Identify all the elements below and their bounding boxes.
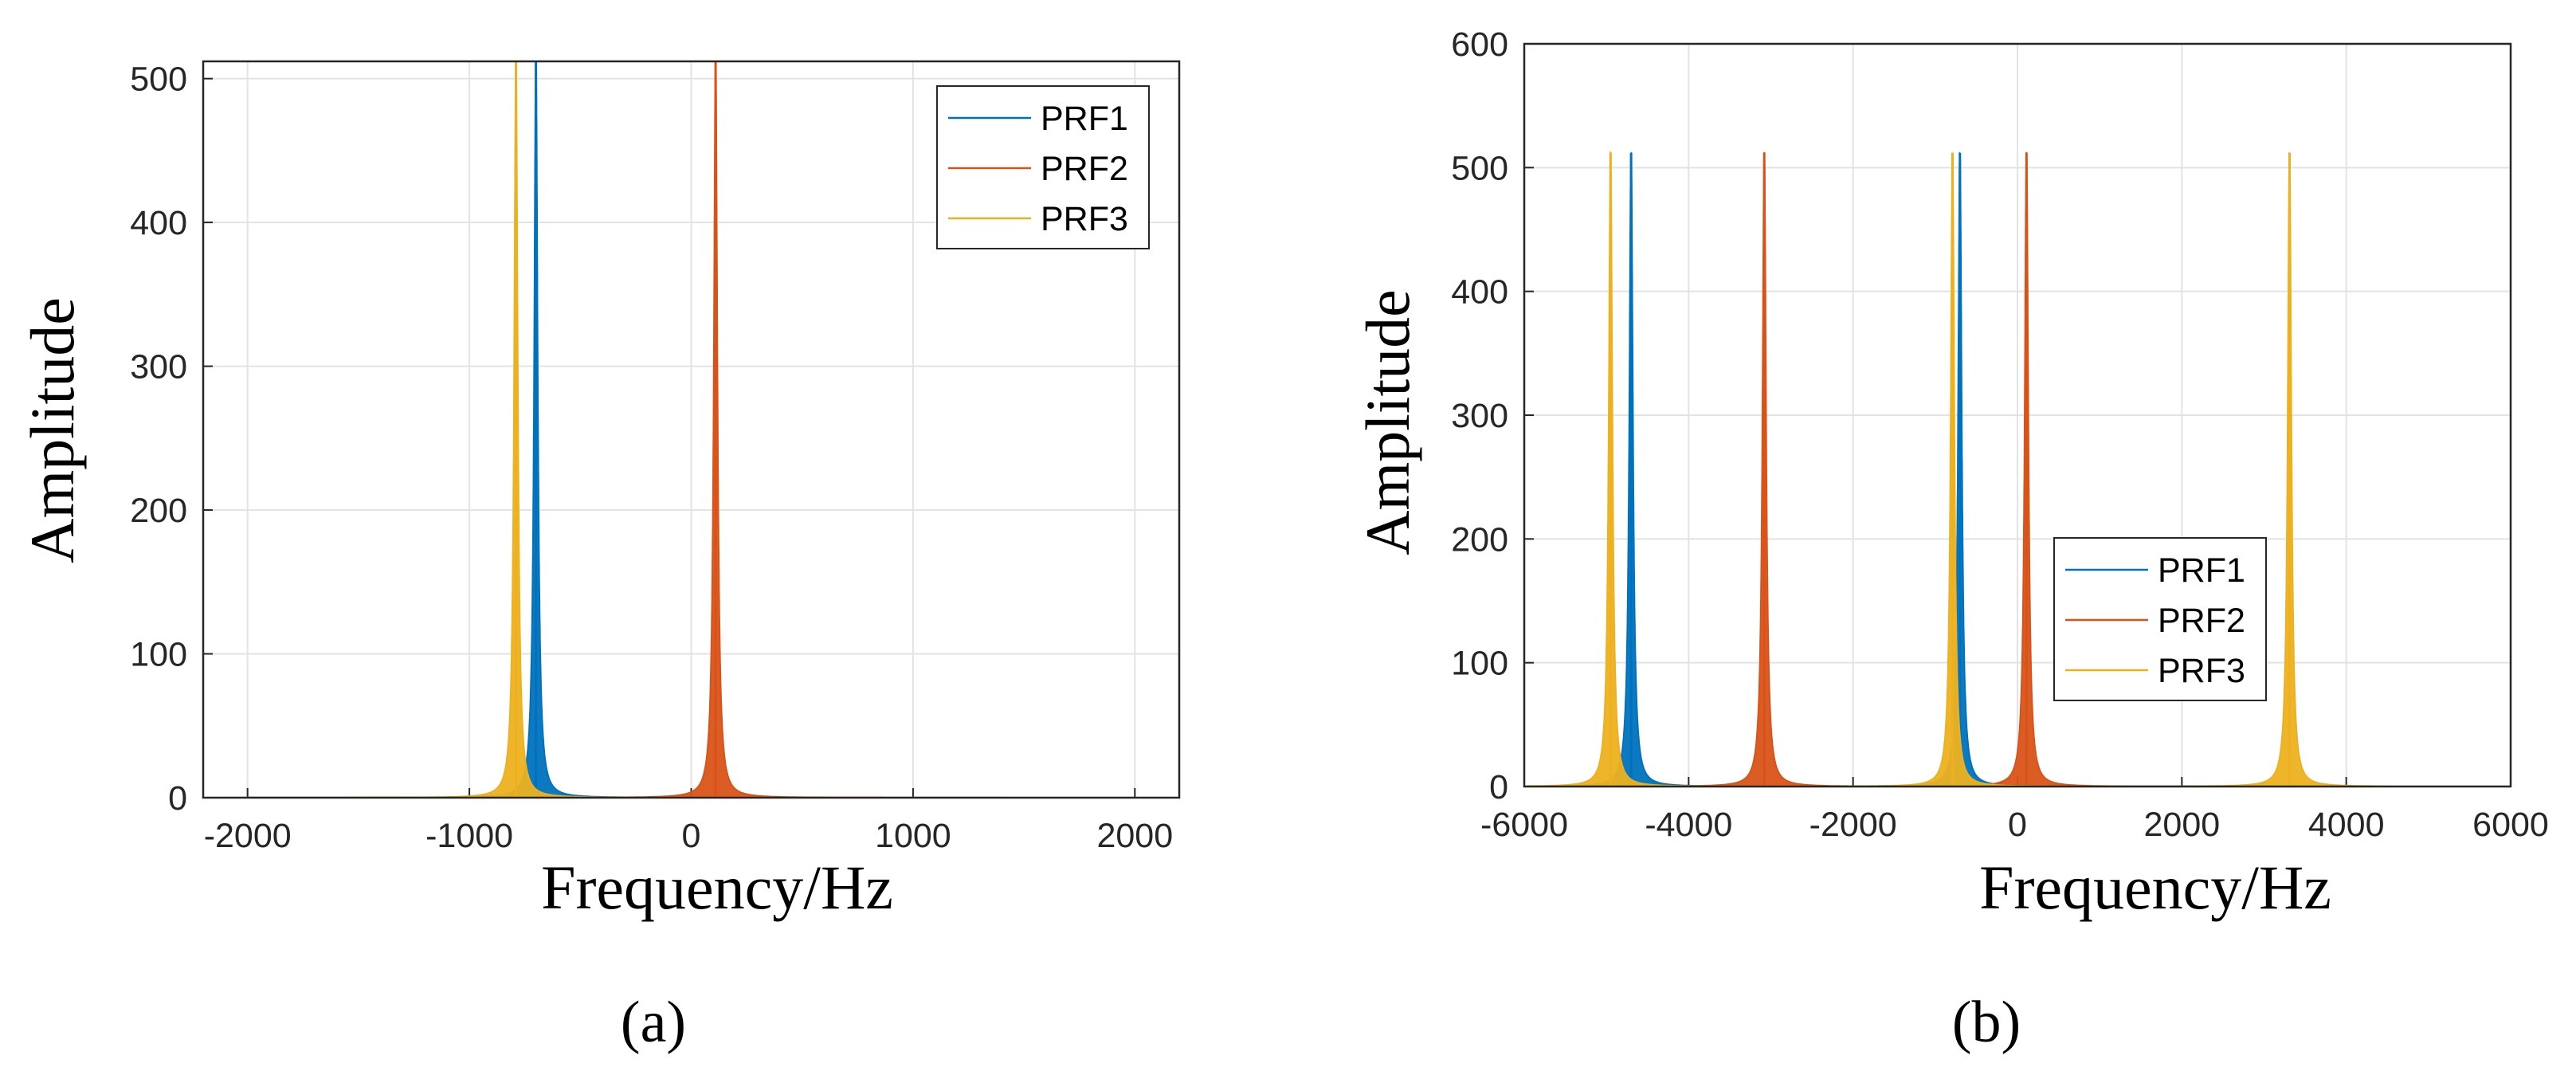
x-tick-label: 4000: [2308, 806, 2385, 844]
y-tick-label: 500: [1451, 149, 1508, 187]
y-tick-label: 500: [130, 61, 187, 99]
legend-label-prf2: PRF2: [2158, 602, 2245, 640]
x-axis-label: Frequency/Hz: [1979, 853, 2331, 922]
x-tick-label: -2000: [1809, 806, 1897, 844]
x-tick-label: 0: [682, 817, 701, 855]
panel-label: (b): [1952, 990, 2021, 1055]
x-tick-label: -2000: [204, 817, 292, 855]
legend-label-prf1: PRF1: [2158, 551, 2245, 590]
y-tick-label: 400: [130, 204, 187, 242]
axes-box: [1523, 42, 2512, 788]
y-tick-label: 0: [1489, 768, 1508, 806]
x-tick-label: 1000: [875, 817, 951, 855]
legend: PRF1 PRF2 PRF3: [2053, 537, 2267, 701]
y-axis-label: Amplitude: [1353, 289, 1422, 555]
legend-label-prf3: PRF3: [2158, 652, 2245, 690]
legend-label-prf2: PRF2: [1041, 150, 1128, 188]
chart-panel-b: -6000 -4000 -2000 0 2000 4000 6000 0 100 200 300 40…: [1353, 26, 2549, 1055]
y-axis-label: Amplitude: [18, 297, 87, 563]
x-tick-label: 2000: [1096, 817, 1173, 855]
y-tick-label: 0: [168, 779, 187, 818]
legend-label-prf1: PRF1: [1041, 100, 1128, 138]
x-tick-label: -1000: [425, 817, 513, 855]
x-tick-label: -6000: [1480, 806, 1568, 844]
y-tick-label: 200: [1451, 520, 1508, 559]
y-tick-label: 100: [130, 636, 187, 674]
y-tick-label: 300: [1451, 397, 1508, 435]
x-tick-label: 0: [2008, 806, 2027, 844]
legend-label-prf3: PRF3: [1041, 200, 1128, 238]
chart-panel-a: -2000 -1000 0 1000 2000 0 100 200 300 400 500 Frequ…: [18, 60, 1181, 1055]
y-tick-label: 200: [130, 492, 187, 530]
y-tick-label: 600: [1451, 26, 1508, 64]
x-tick-label: -4000: [1645, 806, 1732, 844]
y-tick-label: 300: [130, 348, 187, 386]
legend: PRF1 PRF2 PRF3: [936, 85, 1150, 249]
axes-box: [202, 60, 1181, 799]
y-tick-label: 100: [1451, 645, 1508, 683]
x-tick-label: 2000: [2143, 806, 2220, 844]
y-tick-label: 400: [1451, 273, 1508, 312]
x-axis-label: Frequency/Hz: [541, 853, 893, 922]
panel-label: (a): [621, 990, 686, 1055]
x-tick-label: 6000: [2472, 806, 2549, 844]
